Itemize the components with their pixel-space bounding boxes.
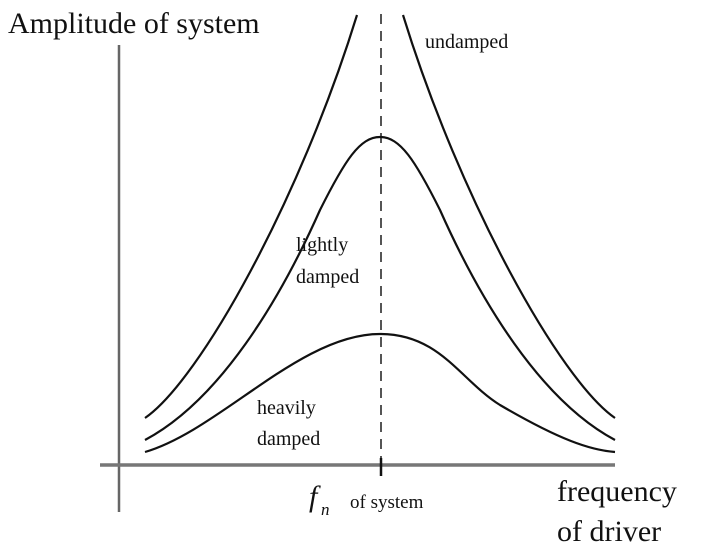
heavily-damped-label-line2: damped [257,428,320,450]
undamped-curve-right [401,14,616,419]
undamped-label: undamped [425,31,508,53]
undamped-curve-left [144,14,359,419]
heavily-damped-curve [144,332,616,454]
natural-frequency-subscript: n [321,500,330,519]
x-axis-label-line2: of driver [557,515,661,548]
lightly-damped-label-line2: damped [296,266,359,288]
lightly-damped-curve [144,135,616,441]
natural-frequency-label: of system [350,492,424,513]
natural-frequency-symbol: f [309,480,321,513]
y-axis-label: Amplitude of system [8,7,260,40]
heavily-damped-label-line1: heavily [257,397,316,419]
lightly-damped-label-line1: lightly [296,234,348,256]
x-axis-label-line1: frequency [557,475,677,508]
